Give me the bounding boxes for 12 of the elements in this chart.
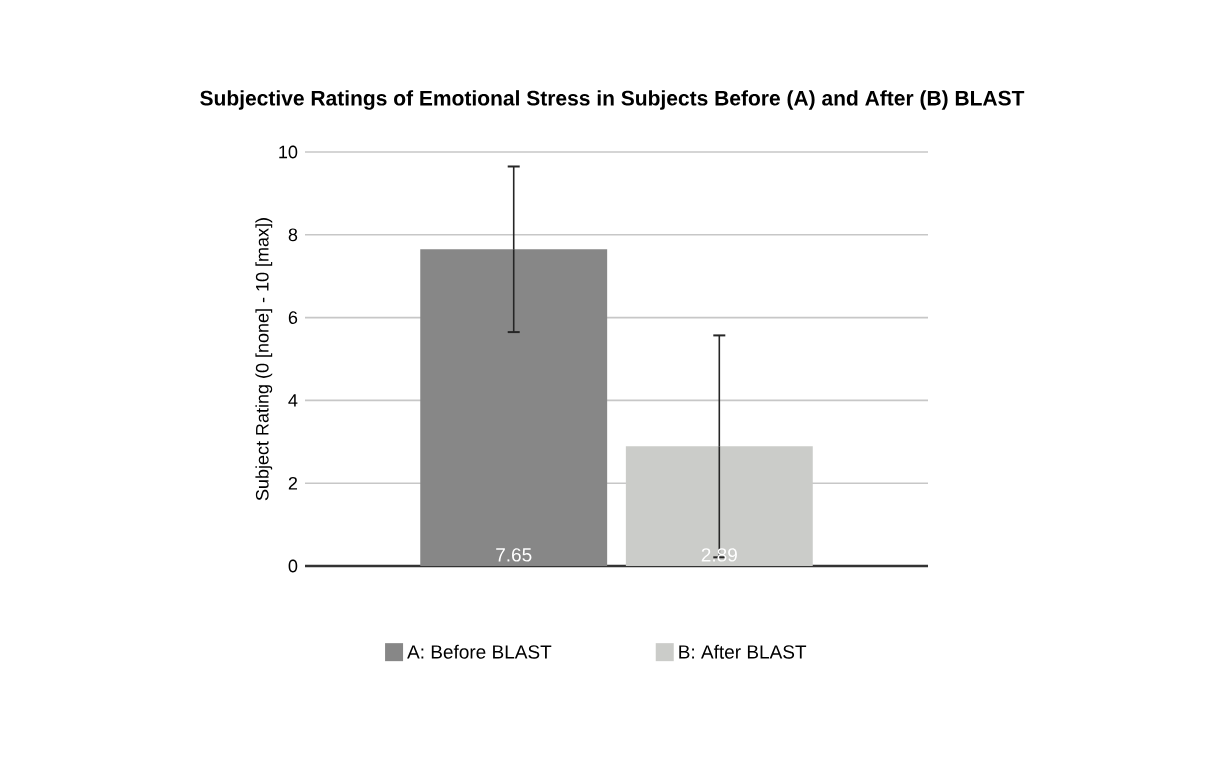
y-tick-label: 2: [288, 476, 298, 490]
legend-label: B: After BLAST: [679, 644, 807, 659]
y-tick-label: 10: [279, 145, 298, 159]
y-tick-label: 6: [288, 311, 298, 324]
y-tick-label: 8: [288, 228, 298, 242]
data-label: 7.65: [496, 548, 532, 562]
chart-title: Subjective Ratings of Emotional Stress in Subjects Before (A) and After (B) BLAST: [200, 90, 1025, 110]
y-tick-label: 0: [288, 559, 298, 573]
legend-label: A: Before BLAST: [407, 644, 552, 659]
data-label: 2.89: [701, 548, 737, 562]
y-tick-label: 4: [288, 394, 298, 407]
y-axis-title: Subject Rating (0 [none] - 10 [max]): [255, 218, 273, 501]
